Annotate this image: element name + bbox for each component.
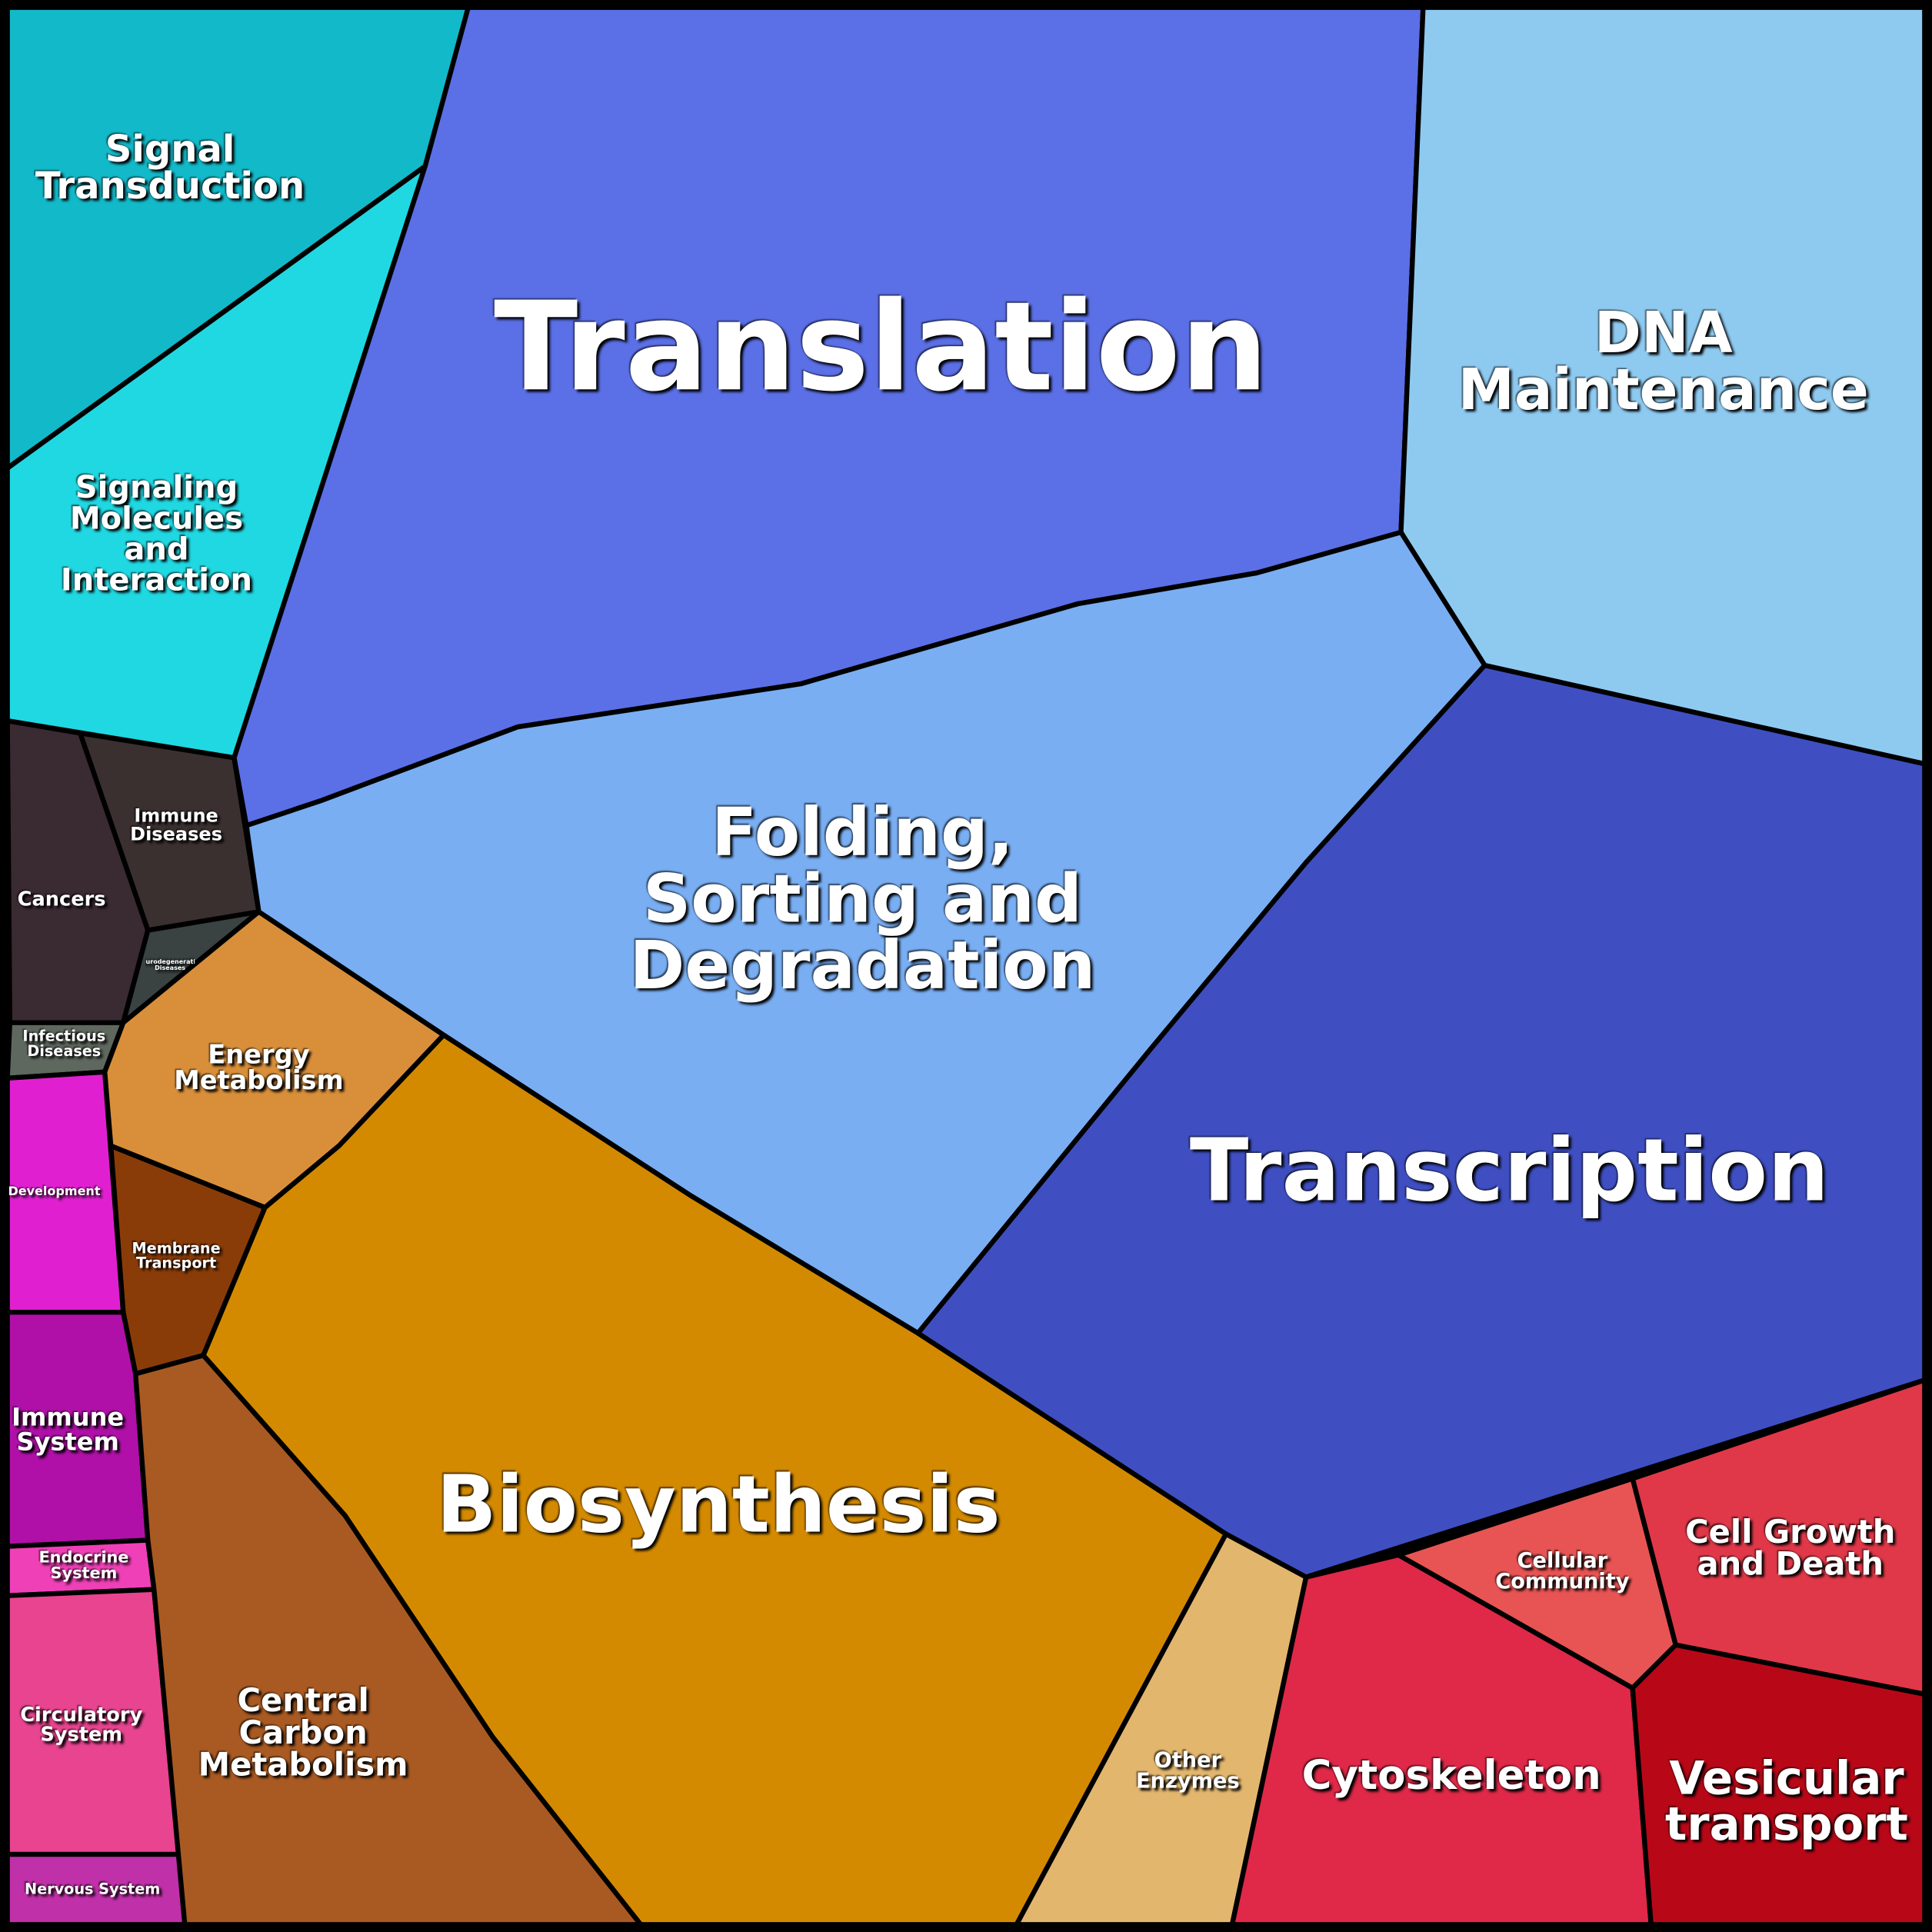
label-box: DNA Maintenance <box>1457 299 1869 423</box>
region-label: Development <box>8 1185 101 1199</box>
label-box: Nervous System <box>25 1880 161 1898</box>
label-box: Cancers <box>17 887 106 911</box>
label-box: Energy Metabolism <box>174 1040 344 1096</box>
region-label: Signal Transduction <box>35 128 305 208</box>
region-label: Signaling Molecules and Interaction <box>60 469 253 598</box>
region-label: Cell Growth and Death <box>1685 1514 1896 1584</box>
label-box: Signal Transduction <box>35 128 305 208</box>
region-label: Cellular Community <box>1495 1548 1630 1595</box>
label-box: Immune System <box>12 1402 125 1457</box>
label-box: Circulatory System <box>20 1703 143 1747</box>
region-label: Biosynthesis <box>436 1460 1001 1551</box>
region-label: Transcription <box>1189 1120 1830 1221</box>
region-label: DNA Maintenance <box>1457 299 1869 423</box>
label-box: Cell Growth and Death <box>1685 1514 1896 1584</box>
label-box: Infectious Diseases <box>22 1028 106 1060</box>
region-label: Energy Metabolism <box>174 1040 344 1096</box>
label-box: Vesicular transport <box>1665 1752 1908 1851</box>
region-label: Endocrine System <box>38 1548 129 1584</box>
region-label: Circulatory System <box>20 1703 143 1747</box>
region-label: Neurodegenerative Diseases <box>145 958 195 973</box>
label-box: Translation <box>494 275 1268 419</box>
label-box: Other Enzymes <box>1136 1748 1240 1794</box>
label-box: Folding, Sorting and Degradation <box>629 793 1096 1004</box>
label-box: Transcription <box>1189 1120 1830 1221</box>
label-box: Membrane Transport <box>132 1239 221 1272</box>
region-label: Folding, Sorting and Degradation <box>629 793 1096 1004</box>
label-box: Neurodegenerative Diseases <box>145 958 195 973</box>
region-label: Cancers <box>17 887 106 911</box>
region-label: Cytoskeleton <box>1301 1750 1601 1799</box>
label-box: Endocrine System <box>38 1548 129 1584</box>
label-box: Immune Diseases <box>130 804 223 845</box>
region-label: Translation <box>494 275 1268 419</box>
label-box: Development <box>8 1185 101 1199</box>
region-label: Other Enzymes <box>1136 1748 1240 1794</box>
region-label: Nervous System <box>25 1880 161 1898</box>
label-box: Central Carbon Metabolism <box>198 1683 408 1784</box>
label-box: Signaling Molecules and Interaction <box>60 469 253 598</box>
region-label: Vesicular transport <box>1665 1752 1908 1851</box>
region-label: Immune Diseases <box>130 804 223 845</box>
region-label: Central Carbon Metabolism <box>198 1683 408 1784</box>
region-label: Infectious Diseases <box>22 1028 106 1060</box>
label-box: Cytoskeleton <box>1301 1750 1601 1799</box>
region-label: Membrane Transport <box>132 1239 221 1272</box>
label-box: Biosynthesis <box>436 1460 1001 1551</box>
label-box: Cellular Community <box>1495 1548 1630 1595</box>
region-label: Immune System <box>12 1402 125 1457</box>
